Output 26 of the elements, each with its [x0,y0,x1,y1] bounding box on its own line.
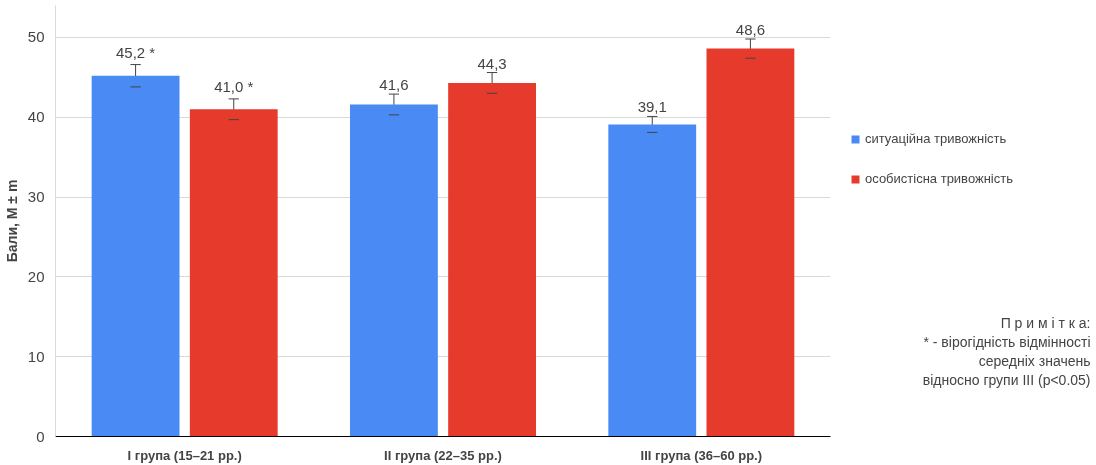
bar [350,104,438,437]
y-tick-label: 50 [27,28,45,46]
bar [608,124,697,437]
y-tick-label: 20 [27,267,45,285]
x-tick-label: I група (15–21 рр.) [127,447,242,463]
data-label: 45,2 * [115,43,156,61]
data-label: 48,6 [735,21,766,39]
x-tick-label: III група (36–60 рр.) [640,447,763,463]
data-label: 44,3 [477,54,507,72]
y-tick-label: 0 [36,427,45,445]
y-tick-label: 30 [27,188,45,206]
legend-label: ситуаційна тривожність [865,131,1007,146]
text: * - вірогідність відмінності середніх значень відносно групи III (p<0.05) [922,334,1091,389]
x-tick-label: II група (22–35 рр.) [384,447,502,463]
text: П р и м і т к а: [1000,314,1091,331]
y-tick-label: 10 [27,347,45,365]
bar [189,109,278,437]
data-label: 41,0 * [214,77,254,95]
bar [706,48,795,437]
y-tick-label: 40 [27,108,45,126]
bar [91,75,180,437]
data-label: 41,6 [379,76,409,94]
data-label: 39,1 [637,98,667,116]
legend-label: особистісна тривожність [865,171,1013,186]
y-axis-title: Бали, M ± m [3,179,20,263]
bar [448,82,536,437]
